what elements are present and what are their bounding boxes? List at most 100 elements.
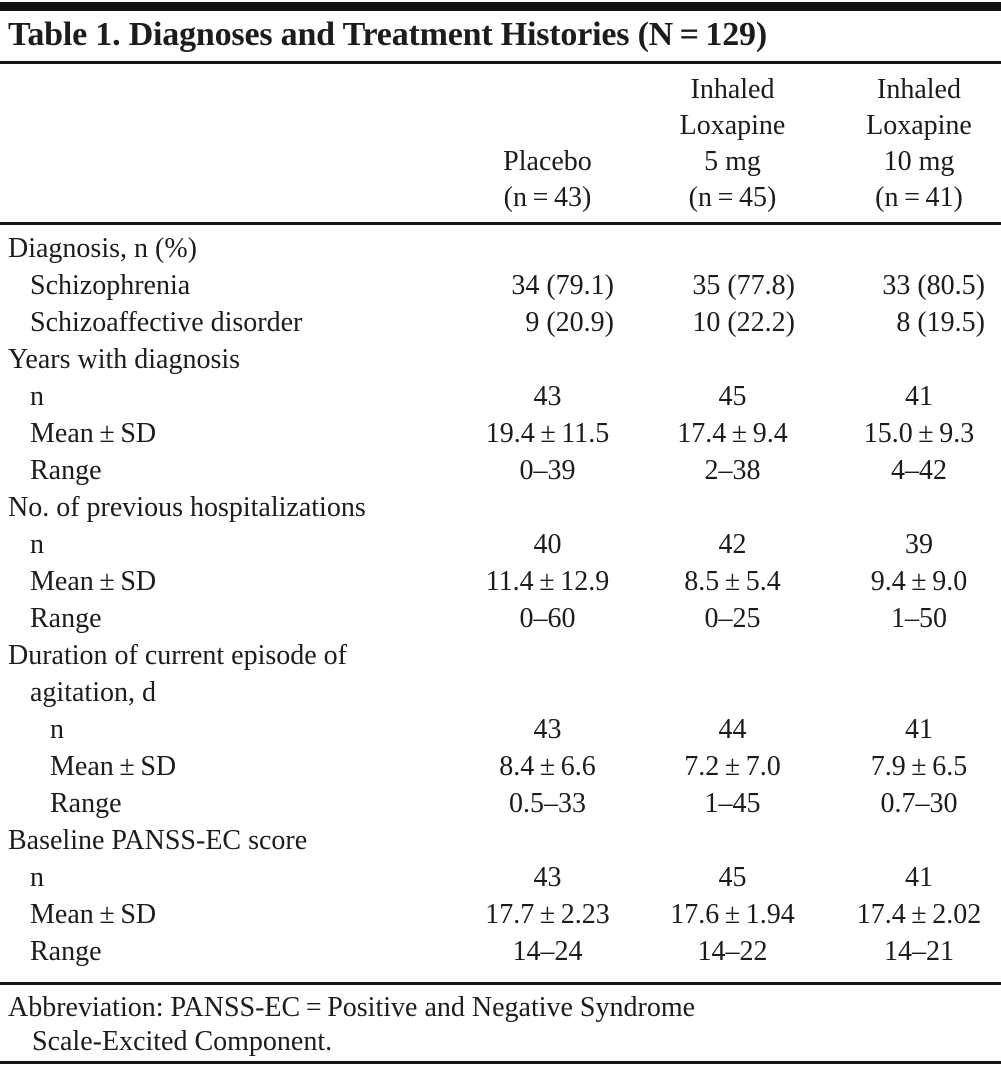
cell-inhaled-loxapine-5mg: 45: [718, 862, 747, 893]
table-row: Range 14–24 14–22 14–21: [0, 933, 1001, 984]
cell-placebo: 19.4 ± 11.5: [485, 418, 610, 449]
cell-inhaled-loxapine-5mg: 2–38: [704, 455, 761, 486]
table-title: Table 1. Diagnoses and Treatment Histori…: [8, 16, 767, 53]
cell-inhaled-loxapine-5mg: 17.6 ± 1.94: [670, 899, 795, 930]
column-header-inhaled-loxapine-5mg: Inhaled Loxapine 5 mg (n = 45): [650, 64, 805, 225]
top-rule: [0, 2, 1001, 11]
column-header-inhaled-loxapine-10mg: Inhaled Loxapine 10 mg (n = 41): [805, 64, 1001, 225]
header-row: Placebo (n = 43) Inhaled Loxapine 5 mg (n = 4…: [0, 64, 1001, 225]
cell-placebo: [445, 822, 650, 859]
cell-placebo: 8.4 ± 6.6: [499, 751, 596, 782]
column-header-line: (n = 45): [688, 182, 777, 213]
cell-placebo: 40: [533, 529, 562, 560]
table-section-row: No. of previous hospitalizations: [0, 489, 1001, 526]
column-header-line: Loxapine: [866, 110, 972, 141]
row-label: Schizophrenia: [30, 270, 191, 301]
row-label: Mean ± SD: [50, 751, 177, 782]
cell-placebo: 43: [533, 862, 562, 893]
cell-placebo: 14–24: [512, 936, 583, 967]
cell-inhaled-loxapine-5mg: 44: [718, 714, 747, 745]
cell-inhaled-loxapine-10mg: 39: [905, 529, 933, 560]
table-section-row: Duration of current episode of: [0, 637, 1001, 674]
cell-inhaled-loxapine-10mg: [805, 674, 1001, 711]
cell-inhaled-loxapine-5mg: 1–45: [704, 788, 761, 819]
column-header-line: Loxapine: [679, 110, 786, 141]
table-row: n 43 44 41: [0, 711, 1001, 748]
column-header-line: Placebo: [503, 146, 592, 177]
footnote-line: Scale-Excited Component.: [32, 1026, 333, 1057]
cell-placebo: [445, 224, 650, 268]
cell-placebo: 43: [533, 714, 562, 745]
cell-inhaled-loxapine-10mg: 4–42: [891, 455, 947, 486]
row-label: Range: [30, 603, 102, 634]
table-footnote: Abbreviation: PANSS-EC = Positive and Ne…: [0, 985, 1001, 1061]
cell-inhaled-loxapine-10mg: 9.4 ± 9.0: [870, 566, 968, 597]
footnote-line: Abbreviation: PANSS-EC = Positive and Ne…: [8, 992, 696, 1023]
cell-placebo: 9 (20.9): [525, 307, 614, 338]
cell-placebo: [445, 341, 650, 378]
table-row: Mean ± SD 11.4 ± 12.9 8.5 ± 5.4 9.4 ± 9.0: [0, 563, 1001, 600]
cell-inhaled-loxapine-5mg: [650, 341, 805, 378]
cell-inhaled-loxapine-10mg: 15.0 ± 9.3: [863, 418, 975, 449]
cell-inhaled-loxapine-5mg: 10 (22.2): [692, 307, 795, 338]
row-label: Mean ± SD: [30, 899, 157, 930]
table-header: Placebo (n = 43) Inhaled Loxapine 5 mg (n = 4…: [0, 64, 1001, 225]
column-header-line: Inhaled: [877, 74, 961, 105]
row-label: Mean ± SD: [30, 566, 157, 597]
column-header-placebo: Placebo (n = 43): [445, 64, 650, 225]
cell-inhaled-loxapine-10mg: 0.7–30: [880, 788, 958, 819]
cell-inhaled-loxapine-10mg: 33 (80.5): [882, 270, 985, 301]
table-row: Schizophrenia 34 (79.1) 35 (77.8) 33 (80.5): [0, 267, 1001, 304]
table-row: n 43 45 41: [0, 378, 1001, 415]
row-label: Diagnosis, n (%): [8, 233, 197, 264]
cell-inhaled-loxapine-5mg: 14–22: [697, 936, 768, 967]
row-label: Schizoaffective disorder: [30, 307, 303, 338]
cell-inhaled-loxapine-10mg: 8 (19.5): [896, 307, 985, 338]
cell-inhaled-loxapine-5mg: [650, 637, 805, 674]
row-label: Range: [30, 936, 102, 967]
row-label: Range: [50, 788, 122, 819]
column-header-line: Inhaled: [690, 74, 775, 105]
table-section-row: agitation, d: [0, 674, 1001, 711]
table-section-row: Baseline PANSS-EC score: [0, 822, 1001, 859]
table-row: Range 0.5–33 1–45 0.7–30: [0, 785, 1001, 822]
row-label: n: [50, 714, 64, 745]
table-section-row: Diagnosis, n (%): [0, 224, 1001, 268]
table-row: Range 0–60 0–25 1–50: [0, 600, 1001, 637]
table-row: n 43 45 41: [0, 859, 1001, 896]
bottom-rule: [0, 1061, 1001, 1064]
cell-inhaled-loxapine-10mg: [805, 341, 1001, 378]
cell-inhaled-loxapine-5mg: [650, 822, 805, 859]
table-row: Mean ± SD 8.4 ± 6.6 7.2 ± 7.0 7.9 ± 6.5: [0, 748, 1001, 785]
cell-inhaled-loxapine-10mg: 41: [905, 862, 933, 893]
cell-inhaled-loxapine-10mg: 41: [905, 714, 933, 745]
cell-inhaled-loxapine-10mg: [805, 637, 1001, 674]
row-label: Duration of current episode of: [8, 640, 347, 671]
cell-placebo: 43: [533, 381, 562, 412]
cell-placebo: [445, 674, 650, 711]
row-label: Mean ± SD: [30, 418, 157, 449]
cell-inhaled-loxapine-5mg: 7.2 ± 7.0: [684, 751, 781, 782]
column-header-line: 5 mg: [704, 146, 761, 177]
header-label-spacer: [0, 64, 445, 225]
cell-placebo: 17.7 ± 2.23: [485, 899, 610, 930]
row-label: n: [30, 529, 44, 560]
cell-inhaled-loxapine-10mg: 7.9 ± 6.5: [870, 751, 968, 782]
cell-inhaled-loxapine-5mg: 35 (77.8): [692, 270, 795, 301]
cell-inhaled-loxapine-10mg: 1–50: [891, 603, 947, 634]
cell-inhaled-loxapine-5mg: 8.5 ± 5.4: [684, 566, 781, 597]
row-label: n: [30, 381, 44, 412]
column-header-line: (n = 43): [503, 182, 592, 213]
cell-inhaled-loxapine-5mg: 42: [718, 529, 747, 560]
cell-inhaled-loxapine-10mg: [805, 489, 1001, 526]
row-label: Years with diagnosis: [8, 344, 241, 375]
cell-inhaled-loxapine-10mg: 17.4 ± 2.02: [856, 899, 982, 930]
cell-placebo: 0–60: [519, 603, 576, 634]
row-label: No. of previous hospitalizations: [8, 492, 366, 523]
cell-inhaled-loxapine-5mg: 45: [718, 381, 747, 412]
cell-inhaled-loxapine-5mg: [650, 674, 805, 711]
cell-inhaled-loxapine-5mg: 17.4 ± 9.4: [677, 418, 788, 449]
cell-placebo: 0.5–33: [509, 788, 586, 819]
table-section-row: Years with diagnosis: [0, 341, 1001, 378]
